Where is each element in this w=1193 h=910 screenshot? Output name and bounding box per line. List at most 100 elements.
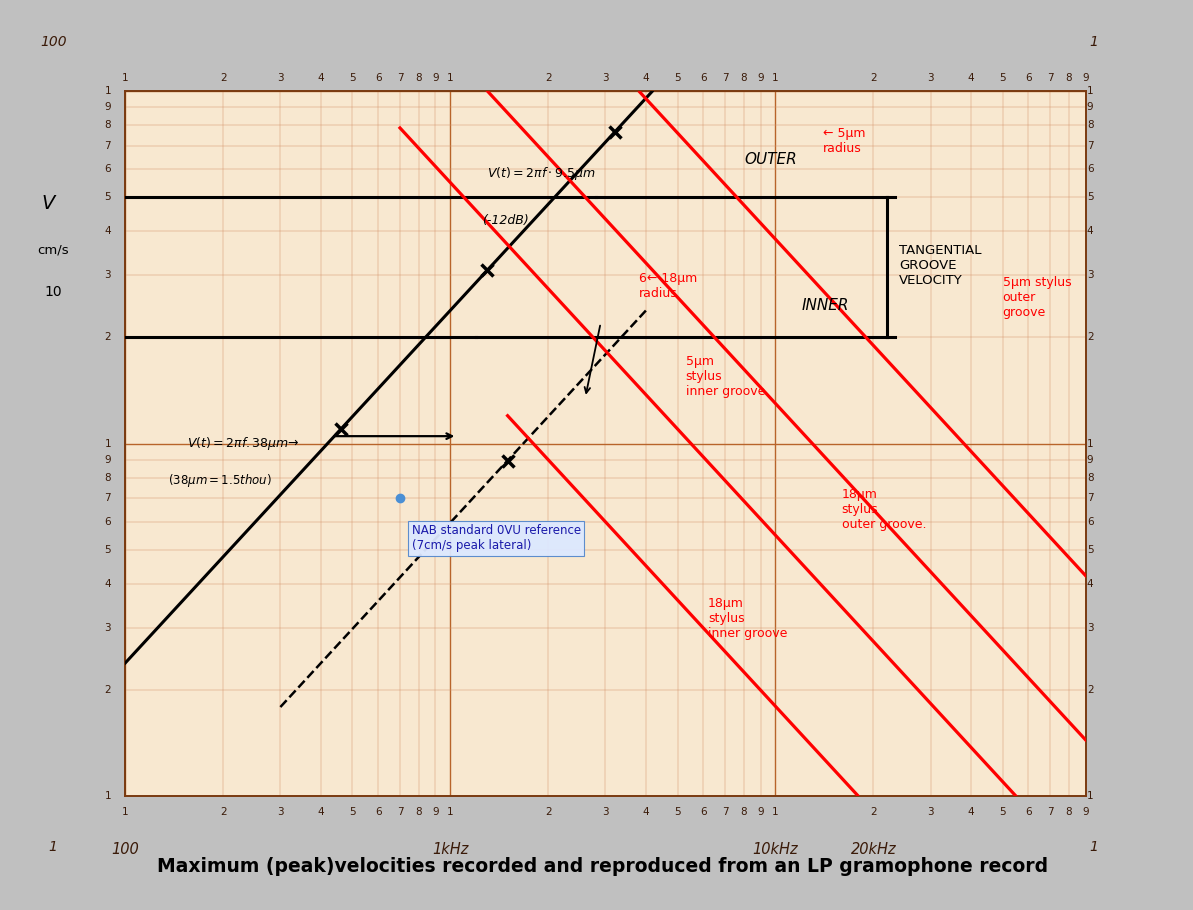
Text: 2: 2 <box>545 806 551 816</box>
Text: 100: 100 <box>39 35 67 48</box>
Text: 8: 8 <box>105 473 111 483</box>
Text: 5μm stylus
outer
groove: 5μm stylus outer groove <box>1002 276 1071 318</box>
Text: 4: 4 <box>968 73 975 83</box>
Text: 3: 3 <box>1087 270 1093 280</box>
Text: 8: 8 <box>1065 806 1073 816</box>
Text: 9: 9 <box>105 455 111 465</box>
Text: 5: 5 <box>1000 806 1006 816</box>
Text: 10kHz: 10kHz <box>753 843 798 857</box>
Text: 6: 6 <box>375 806 382 816</box>
Text: 9: 9 <box>432 806 439 816</box>
Text: 6: 6 <box>1087 164 1093 174</box>
Text: 1: 1 <box>1087 792 1093 801</box>
Text: (-12dB): (-12dB) <box>482 214 528 227</box>
Text: 6: 6 <box>105 164 111 174</box>
Text: 2: 2 <box>220 806 227 816</box>
Text: 4: 4 <box>317 806 324 816</box>
Text: 2: 2 <box>220 73 227 83</box>
Text: 3: 3 <box>277 806 284 816</box>
Text: 7: 7 <box>1087 493 1093 503</box>
Text: 9: 9 <box>1087 102 1093 112</box>
Text: 4: 4 <box>317 73 324 83</box>
Text: 1kHz: 1kHz <box>432 843 469 857</box>
Text: 1: 1 <box>105 439 111 449</box>
Text: 1: 1 <box>122 73 129 83</box>
Text: 5: 5 <box>1087 192 1093 202</box>
Text: 2: 2 <box>105 332 111 342</box>
Text: 3: 3 <box>277 73 284 83</box>
Text: Maximum (peak)velocities recorded and reproduced from an LP gramophone record: Maximum (peak)velocities recorded and re… <box>157 857 1047 875</box>
Text: 3: 3 <box>105 270 111 280</box>
Text: cm/s: cm/s <box>37 243 69 257</box>
Text: 5: 5 <box>674 73 681 83</box>
Text: V: V <box>42 195 55 213</box>
Text: 6← 18μm
radius: 6← 18μm radius <box>638 272 697 300</box>
Text: 4: 4 <box>643 73 649 83</box>
Text: 100: 100 <box>111 843 140 857</box>
Text: 3: 3 <box>1087 623 1093 633</box>
Text: 2: 2 <box>105 685 111 695</box>
Text: 6: 6 <box>375 73 382 83</box>
Text: 9: 9 <box>1082 806 1089 816</box>
Text: 4: 4 <box>1087 579 1093 589</box>
Text: 4: 4 <box>643 806 649 816</box>
Text: 8: 8 <box>415 73 422 83</box>
Text: 1: 1 <box>447 73 453 83</box>
Text: 1: 1 <box>122 806 129 816</box>
Text: 1: 1 <box>105 86 111 96</box>
Text: 5: 5 <box>1087 545 1093 555</box>
Text: $V(t)=2\pi f\cdot 9.5\mu m$: $V(t)=2\pi f\cdot 9.5\mu m$ <box>488 165 595 182</box>
Text: 8: 8 <box>1087 473 1093 483</box>
Text: $V(t)=2\pi f.38\mu m$→: $V(t)=2\pi f.38\mu m$→ <box>187 435 299 452</box>
Text: 1: 1 <box>105 792 111 801</box>
Text: 2: 2 <box>545 73 551 83</box>
Text: 5: 5 <box>350 73 356 83</box>
Text: 8: 8 <box>1065 73 1073 83</box>
Text: 7: 7 <box>722 73 729 83</box>
Text: 8: 8 <box>741 73 747 83</box>
Text: 8: 8 <box>105 120 111 130</box>
Text: 6: 6 <box>105 517 111 527</box>
Text: TANGENTIAL
GROOVE
VELOCITY: TANGENTIAL GROOVE VELOCITY <box>900 244 982 287</box>
Text: 3: 3 <box>105 623 111 633</box>
Text: 4: 4 <box>1087 227 1093 237</box>
Text: 1: 1 <box>447 806 453 816</box>
Text: 6: 6 <box>700 806 706 816</box>
Text: 5: 5 <box>105 545 111 555</box>
Text: 5μm
stylus
inner groove.: 5μm stylus inner groove. <box>686 355 769 398</box>
Text: 1: 1 <box>1087 439 1093 449</box>
Text: 7: 7 <box>397 806 403 816</box>
Text: 2: 2 <box>1087 332 1093 342</box>
Text: 9: 9 <box>758 806 764 816</box>
Text: 2: 2 <box>1087 685 1093 695</box>
Text: 4: 4 <box>105 579 111 589</box>
Text: NAB standard 0VU reference
(7cm/s peak lateral): NAB standard 0VU reference (7cm/s peak l… <box>412 524 581 552</box>
Text: 1: 1 <box>49 840 57 854</box>
Text: 1: 1 <box>1089 35 1099 48</box>
Text: 4: 4 <box>105 227 111 237</box>
Text: 3: 3 <box>927 73 934 83</box>
Text: 18μm
stylus
inner groove: 18μm stylus inner groove <box>707 597 787 640</box>
Text: 20kHz: 20kHz <box>851 843 896 857</box>
Text: 7: 7 <box>1087 141 1093 151</box>
Text: 6: 6 <box>1025 73 1032 83</box>
Text: 8: 8 <box>1087 120 1093 130</box>
Text: 3: 3 <box>602 73 608 83</box>
Text: 2: 2 <box>870 73 877 83</box>
Text: 18μm
stylus
outer groove.: 18μm stylus outer groove. <box>842 488 926 531</box>
Text: 9: 9 <box>1082 73 1089 83</box>
Text: 9: 9 <box>432 73 439 83</box>
Text: 9: 9 <box>105 102 111 112</box>
Text: 1: 1 <box>1089 840 1099 854</box>
Text: 5: 5 <box>1000 73 1006 83</box>
Text: 7: 7 <box>397 73 403 83</box>
Text: 6: 6 <box>1025 806 1032 816</box>
Text: 5: 5 <box>350 806 356 816</box>
Text: 7: 7 <box>1046 806 1053 816</box>
Text: 7: 7 <box>722 806 729 816</box>
Text: ← 5μm
radius: ← 5μm radius <box>823 127 865 156</box>
Text: 1: 1 <box>772 73 779 83</box>
Text: 6: 6 <box>1087 517 1093 527</box>
Text: OUTER: OUTER <box>744 152 797 167</box>
Text: 5: 5 <box>105 192 111 202</box>
